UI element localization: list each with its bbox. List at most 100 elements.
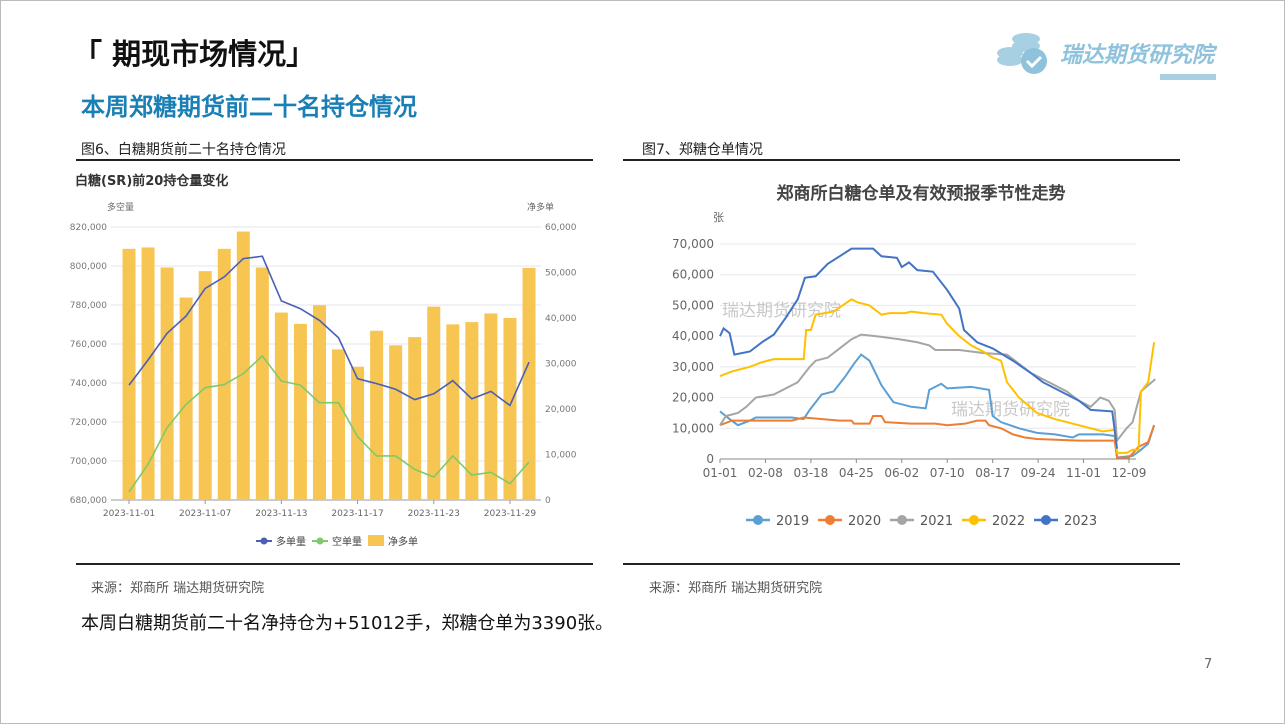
page-subtitle: 本周郑糖期货前二十名持仓情况 [81,93,417,121]
fig7-caption: 图7、郑糖仓单情况 [642,142,763,158]
bar-net-long [427,306,441,500]
x-tick-label: 08-17 [975,466,1010,480]
y-tick-label: 0 [706,452,714,466]
y2-tick-label: 10,000 [545,451,577,461]
x-tick-label: 2023-11-07 [179,509,231,519]
bar-net-long [160,267,174,500]
fig6-caption: 图6、白糖期货前二十名持仓情况 [81,142,286,158]
x-tick-label: 11-01 [1066,466,1101,480]
y-tick-label: 740,000 [70,379,107,389]
y2-tick-label: 40,000 [545,314,577,324]
fig7-source: 来源：郑商所 瑞达期货研究院 [649,581,823,596]
y-tick-label: 50,000 [672,298,714,312]
bar-net-long [446,324,460,500]
watermark: 瑞达期货研究院 [951,400,1070,420]
x-tick-label: 2023-11-17 [331,509,383,519]
bar-net-long [484,313,498,500]
y-tick-label: 720,000 [70,418,107,428]
y-tick-label: 820,000 [70,223,107,233]
x-tick-label: 07-10 [930,466,965,480]
page-number: 7 [1204,657,1213,672]
line-2020 [719,415,1156,459]
y2-tick-label: 50,000 [545,269,577,279]
y-tick-label: 680,000 [70,496,107,506]
fig6-source: 来源：郑商所 瑞达期货研究院 [91,581,265,596]
y-tick-label: 760,000 [70,340,107,350]
legend-label: 2021 [920,514,953,529]
chart-title: 白糖(SR)前20持仓量变化 [75,173,228,189]
legend-marker [969,515,979,525]
bar-net-long [465,322,479,500]
legend-marker [1041,515,1051,525]
x-tick-label: 06-02 [884,466,919,480]
x-tick-label: 12-09 [1112,466,1147,480]
bar-net-long [236,231,250,501]
section-title: 「 期现市场情况」 [73,37,316,71]
line-2021 [719,333,1156,444]
bar-net-long [293,323,307,500]
legend-marker [316,537,324,545]
legend-marker [825,515,835,525]
divider [623,563,1180,565]
bar-net-long [503,318,517,500]
legend-label: 多单量 [276,535,306,548]
x-tick-label: 2023-11-13 [255,509,307,519]
legend-label: 2020 [848,514,881,529]
x-tick-label: 09-24 [1021,466,1056,480]
y-tick-label: 70,000 [672,237,714,251]
legend-marker [897,515,907,525]
legend-marker [260,537,268,545]
chart-title: 郑商所白糖仓单及有效预报季节性走势 [777,183,1066,204]
bar-net-long [408,337,422,500]
bar-net-long [389,345,403,500]
y-tick-label: 10,000 [672,421,714,435]
line-short [128,354,530,493]
bar-net-long [122,248,136,500]
divider [623,159,1180,161]
y2-tick-label: 30,000 [545,360,577,370]
bar-net-long [522,267,536,500]
coins-check-icon [997,33,1047,74]
legend-marker [753,515,763,525]
y-tick-label: 780,000 [70,301,107,311]
divider [76,159,593,161]
x-tick-label: 04-25 [839,466,874,480]
x-tick-label: 2023-11-23 [408,509,460,519]
line-long [128,255,530,407]
y2-tick-label: 0 [545,496,551,506]
logo-text: 瑞达期货研究院 [1060,43,1215,68]
legend-swatch [368,535,384,546]
legend-label: 空单量 [332,535,362,548]
bar-net-long [217,248,231,500]
legend-label: 净多单 [388,535,418,548]
y-tick-label: 700,000 [70,457,107,467]
bar-net-long [179,297,193,500]
watermark: 瑞达期货研究院 [722,301,841,321]
x-tick-label: 03-18 [793,466,828,480]
legend-label: 2023 [1064,514,1097,529]
bar-net-long [141,247,155,500]
line-2022 [719,298,1156,454]
legend-label: 2019 [776,514,809,529]
y-tick-label: 40,000 [672,329,714,343]
bar-net-long [370,330,384,500]
logo-bar [1160,74,1216,80]
bar-net-long [198,271,212,500]
right-axis-label: 净多单 [527,201,554,213]
x-tick-label: 01-01 [703,466,738,480]
line-2023 [719,247,1119,449]
divider [76,563,593,565]
bar-net-long [351,366,365,500]
y-tick-label: 800,000 [70,262,107,272]
x-tick-label: 2023-11-29 [484,509,537,519]
left-axis-label: 多空量 [107,201,134,213]
y2-tick-label: 20,000 [545,405,577,415]
bar-net-long [255,267,269,500]
x-tick-label: 02-08 [748,466,783,480]
y2-tick-label: 60,000 [545,223,577,233]
y-tick-label: 60,000 [672,268,714,282]
summary-text: 本周白糖期货前二十名净持仓为+51012手，郑糖仓单为3390张。 [81,613,614,634]
